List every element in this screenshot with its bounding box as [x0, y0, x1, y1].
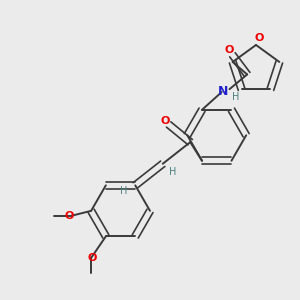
Text: H: H — [232, 92, 239, 102]
Text: O: O — [87, 253, 97, 263]
Text: O: O — [225, 45, 234, 55]
Text: H: H — [120, 186, 127, 196]
Text: N: N — [218, 85, 228, 98]
Text: H: H — [169, 167, 176, 177]
Text: O: O — [160, 116, 169, 126]
Text: O: O — [65, 211, 74, 221]
Text: O: O — [254, 33, 264, 43]
